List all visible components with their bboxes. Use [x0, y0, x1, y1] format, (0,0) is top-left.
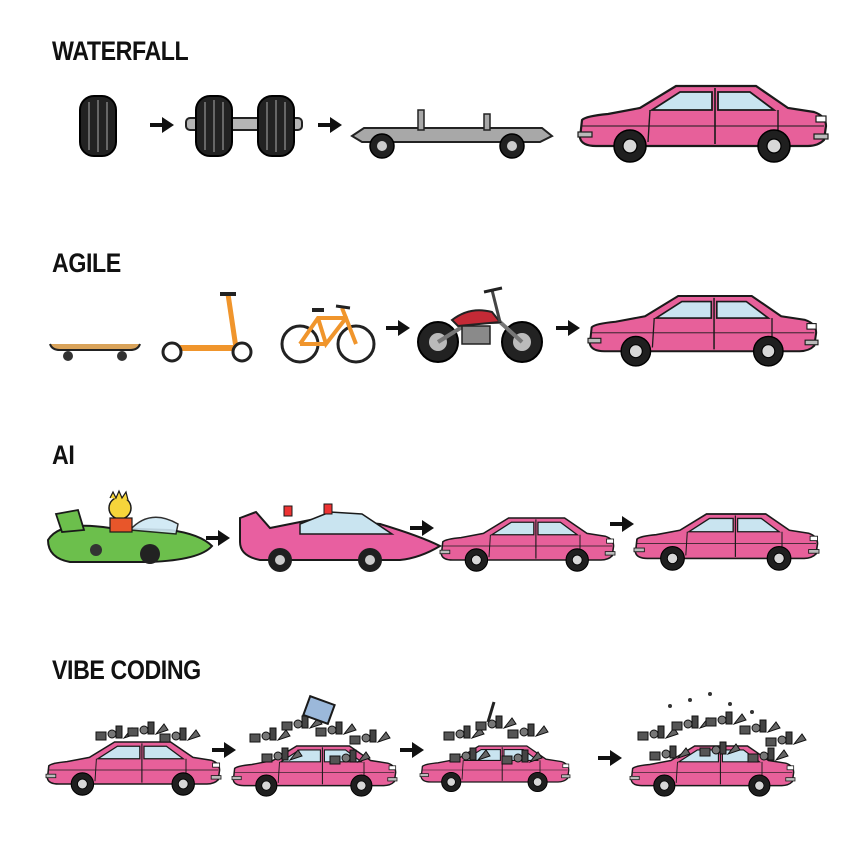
- arrow-icon: [408, 518, 436, 538]
- car-icon: [633, 513, 820, 572]
- title-agile: AGILE: [52, 248, 121, 278]
- car-icon: [576, 84, 830, 164]
- arrow-icon: [608, 514, 636, 534]
- wheel-icon: [79, 95, 117, 157]
- arrow-icon: [398, 740, 426, 760]
- scooter-icon: [161, 292, 253, 363]
- arrow-icon: [316, 115, 344, 135]
- chassis-icon: [350, 109, 554, 159]
- ai-row: [46, 489, 820, 572]
- title-vibe-coding: VIBE CODING: [52, 655, 201, 685]
- arrow-icon: [148, 115, 176, 135]
- car-icon: [439, 517, 616, 572]
- motorcycle-icon: [417, 286, 543, 363]
- junk-car-icon: [45, 721, 222, 796]
- bicycle-icon: [280, 304, 376, 364]
- futuristic-hover-car-icon: [46, 489, 214, 564]
- junk-car-icon: [419, 701, 571, 793]
- pink-sports-car-icon: [239, 503, 443, 572]
- junk-car-icon: [231, 694, 398, 797]
- arrow-icon: [554, 318, 582, 338]
- arrow-icon: [596, 748, 624, 768]
- title-ai: AI: [52, 440, 75, 470]
- arrow-icon: [210, 740, 238, 760]
- vibe-coding-row: [45, 692, 807, 797]
- agile-row: [49, 286, 820, 367]
- arrow-icon: [384, 318, 412, 338]
- waterfall-row: [79, 84, 830, 164]
- title-waterfall: WATERFALL: [52, 36, 189, 66]
- junk-pile-car-icon: [629, 692, 807, 797]
- skateboard-icon: [49, 343, 141, 361]
- axle-icon: [185, 95, 303, 157]
- car-icon: [586, 294, 820, 367]
